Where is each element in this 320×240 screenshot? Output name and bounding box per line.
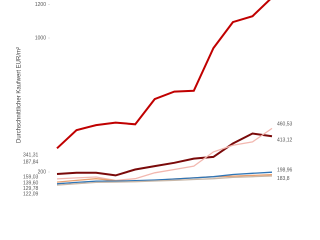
data-label: 341,31 (23, 152, 39, 158)
chart: Durchschnittlicher Kaufwert EUR/m² 200 10… (17, 0, 293, 197)
line-series (56, 171, 273, 185)
data-label: 159,03 (23, 174, 39, 180)
y-tick-label: 1000 (35, 35, 46, 41)
line-series (56, 132, 273, 177)
data-label: 1241,7 (277, 0, 293, 1)
line-series (56, 175, 273, 186)
line-series (56, 127, 273, 182)
y-tick-label: 200 (38, 169, 47, 175)
data-label: 460,53 (277, 122, 293, 128)
line-series (56, 0, 271, 150)
data-label: 198,96 (277, 168, 293, 174)
data-label: 187,84 (23, 159, 39, 165)
data-label: 139,60 (23, 180, 39, 186)
data-label: 413,12 (277, 138, 293, 144)
data-label: 183,8 (277, 176, 290, 182)
data-label: 129,78 (23, 186, 39, 192)
y-tick-label: 1200 (35, 2, 46, 8)
data-label: 122,09 (23, 191, 39, 197)
y-axis-title: Durchschnittlicher Kaufwert EUR/m² (17, 47, 23, 143)
